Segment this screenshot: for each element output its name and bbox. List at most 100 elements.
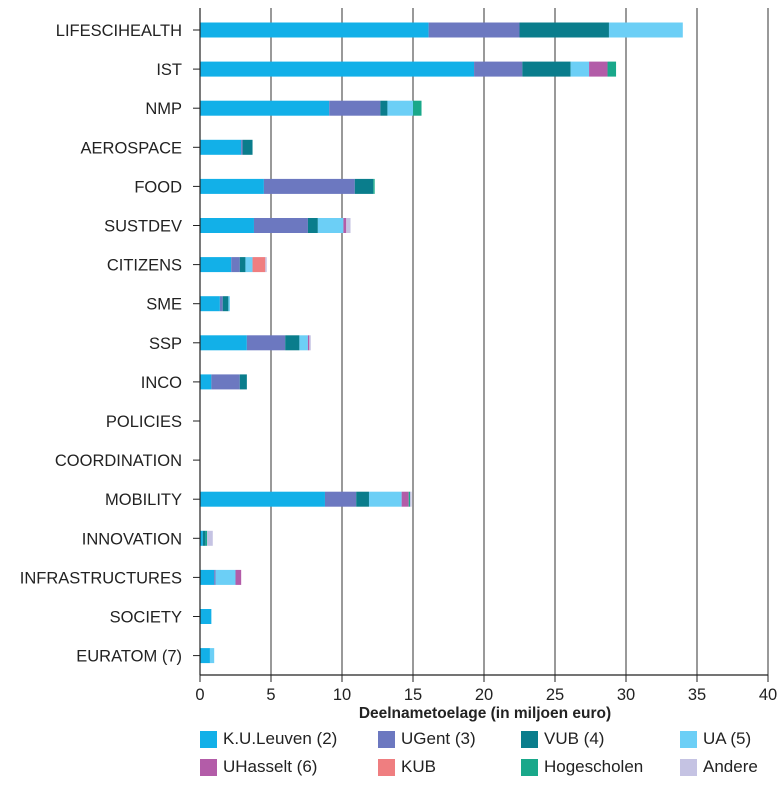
y-category-label: AEROSPACE <box>81 139 182 157</box>
bar-segment <box>200 648 210 664</box>
bar-segment <box>413 100 422 116</box>
legend-label: K.U.Leuven (2) <box>223 729 338 748</box>
legend-item: Hogescholen <box>521 756 680 778</box>
bar-segment <box>200 178 264 194</box>
y-category-label: SUSTDEV <box>104 218 182 236</box>
x-tick-label: 20 <box>475 686 493 704</box>
y-category-label: INCO <box>141 374 182 392</box>
legend: K.U.Leuven (2) UGent (3) VUB (4) UA (5) UHas… <box>200 728 779 778</box>
bar-segment <box>200 609 212 624</box>
bar-segment <box>373 178 375 194</box>
bar-segment <box>307 335 310 351</box>
bar-segment <box>607 61 617 77</box>
bar-segment <box>519 22 609 38</box>
legend-swatch <box>200 758 217 776</box>
bar-segment <box>307 218 318 233</box>
y-category-label: NMP <box>145 100 182 118</box>
x-tick-label: 30 <box>617 686 635 704</box>
legend-swatch <box>680 730 697 748</box>
y-category-label: MOBILITY <box>105 491 182 509</box>
bar-segment <box>265 257 267 273</box>
bars-layer <box>200 22 683 664</box>
bar-segment <box>343 218 347 233</box>
y-category-label: COORDINATION <box>55 452 182 470</box>
bar-segment <box>228 296 230 312</box>
legend-item: Andere <box>680 756 779 778</box>
x-tick-label: 10 <box>333 686 351 704</box>
legend-item: UGent (3) <box>378 728 521 750</box>
legend-item: K.U.Leuven (2) <box>200 728 378 750</box>
legend-label: UA (5) <box>703 729 752 748</box>
bar-segment <box>285 335 300 351</box>
y-category-label: SOCIETY <box>110 609 182 627</box>
bar-segment <box>235 569 242 585</box>
legend-item: UHasselt (6) <box>200 756 378 778</box>
y-category-label: INNOVATION <box>82 530 182 548</box>
legend-swatch <box>521 730 538 748</box>
x-tick-label: 15 <box>404 686 422 704</box>
bar-segment <box>380 100 388 116</box>
x-tick-label: 40 <box>759 686 777 704</box>
axis-layer: 0 5 10 15 20 25 30 35 40 LIFESCIHEALTH IST NMP AEROS… <box>20 8 777 704</box>
bar-segment <box>253 218 308 233</box>
bar-segment <box>239 374 247 390</box>
bar-segment <box>200 296 220 312</box>
legend-label: Andere <box>703 757 758 776</box>
grid-layer <box>270 8 769 675</box>
bar-segment <box>200 218 254 233</box>
bar-segment <box>252 257 266 273</box>
y-category-label: SSP <box>149 335 182 353</box>
bar-segment <box>329 100 381 116</box>
bar-segment <box>215 569 236 585</box>
bar-segment <box>205 530 208 546</box>
bar-segment <box>200 61 475 77</box>
legend-label: UGent (3) <box>401 729 476 748</box>
legend-label: VUB (4) <box>544 729 605 748</box>
y-category-label: SME <box>146 296 182 314</box>
bar-segment <box>202 530 206 546</box>
bar-segment <box>589 61 608 77</box>
y-category-label: FOOD <box>134 178 182 196</box>
bar-segment <box>200 139 242 155</box>
bar-segment <box>200 100 330 116</box>
legend-label: UHasselt (6) <box>223 757 318 776</box>
bar-segment <box>209 648 215 664</box>
legend-swatch <box>521 758 538 776</box>
bar-segment <box>246 335 286 351</box>
bar-segment <box>200 374 212 390</box>
bar-segment <box>200 335 247 351</box>
bar-segment <box>570 61 590 77</box>
legend-label: Hogescholen <box>544 757 644 776</box>
legend-item: UA (5) <box>680 728 779 750</box>
y-category-label: IST <box>156 61 182 79</box>
bar-segment <box>207 530 213 546</box>
legend-item: KUB <box>378 756 521 778</box>
bar-segment <box>346 218 351 233</box>
x-tick-label: 5 <box>266 686 275 704</box>
bar-segment <box>200 22 429 38</box>
bar-segment <box>239 257 246 273</box>
bar-segment <box>309 335 311 351</box>
legend-swatch <box>200 730 217 748</box>
x-axis-title: Deelnametoelage (in miljoen euro) <box>359 705 611 722</box>
x-tick-label: 0 <box>195 686 204 704</box>
legend-swatch <box>680 758 697 776</box>
bar-segment <box>231 257 240 273</box>
bar-segment <box>474 61 523 77</box>
bar-segment <box>401 491 409 507</box>
legend-label: KUB <box>401 757 436 776</box>
y-category-label: POLICIES <box>106 413 182 431</box>
bar-segment <box>211 374 240 390</box>
legend-item: VUB (4) <box>521 728 680 750</box>
bar-segment <box>356 491 369 507</box>
bar-segment <box>219 296 223 312</box>
bar-segment <box>222 296 229 312</box>
chart-svg: 0 5 10 15 20 25 30 35 40 LIFESCIHEALTH IST NMP AEROS… <box>20 8 777 722</box>
bar-segment <box>387 100 413 116</box>
y-category-label: INFRASTRUCTURES <box>20 569 182 587</box>
bar-segment <box>242 139 253 155</box>
y-category-label: LIFESCIHEALTH <box>56 22 182 40</box>
bar-segment <box>354 178 374 194</box>
y-category-label: CITIZENS <box>107 257 182 275</box>
